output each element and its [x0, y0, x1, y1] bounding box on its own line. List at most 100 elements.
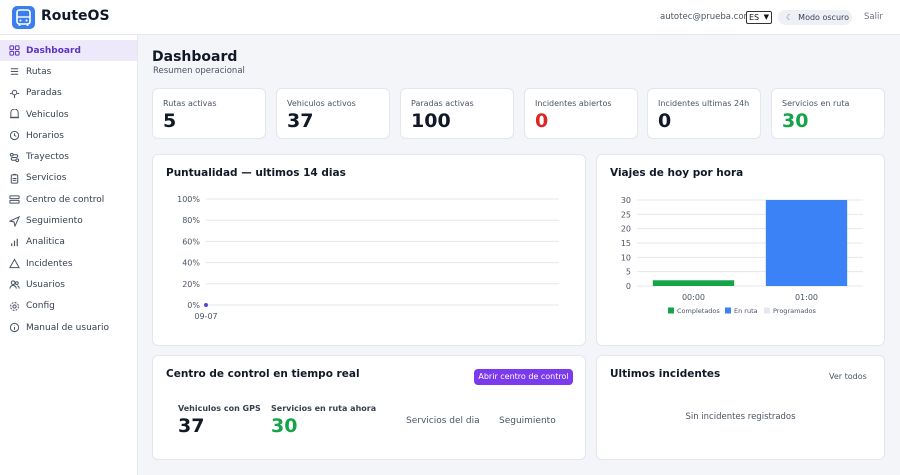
- services-now-label: Servicios en ruta ahora: [271, 404, 377, 413]
- stat-label: Servicios en ruta: [782, 99, 850, 108]
- legend-label: En ruta: [734, 307, 758, 315]
- y-tick-label: 60%: [182, 237, 200, 246]
- sidebar-item-label: Rutas: [26, 66, 52, 77]
- sidebar-item-incidentes[interactable]: Incidentes: [0, 253, 137, 274]
- stat-card-vehiculos-activos: Vehiculos activos 37: [276, 88, 390, 139]
- sidebar-item-label: Paradas: [26, 88, 62, 99]
- tracking-link[interactable]: Seguimiento: [499, 416, 556, 426]
- sidebar-item-analitica[interactable]: Analitica: [0, 232, 137, 253]
- x-tick-label: 01:00: [795, 293, 818, 302]
- sidebar-item-label: Servicios: [26, 173, 67, 184]
- legend-swatch: [668, 307, 674, 314]
- legend-swatch: [725, 307, 731, 314]
- alert-triangle-icon: [9, 258, 20, 269]
- incidents-title: Ultimos incidentes: [610, 368, 721, 380]
- sidebar-item-vehiculos[interactable]: Vehiculos: [0, 104, 137, 125]
- sidebar-item-rutas[interactable]: Rutas: [0, 61, 137, 82]
- sidebar-item-label: Dashboard: [26, 45, 81, 56]
- sidebar-item-label: Config: [26, 301, 55, 312]
- bus-logo-icon[interactable]: [12, 6, 35, 29]
- moon-icon: ☾: [786, 13, 794, 22]
- clipboard-icon: [9, 173, 20, 184]
- grid-icon: [9, 45, 20, 56]
- y-tick-label: 10: [621, 253, 631, 262]
- clock-icon: [9, 130, 20, 141]
- y-tick-label: 15: [621, 239, 631, 248]
- language-select[interactable]: ES ▼: [746, 11, 772, 24]
- vehicles-gps-value: 37: [178, 415, 205, 437]
- logout-button[interactable]: Salir: [864, 12, 883, 22]
- stat-label: Paradas activas: [411, 99, 474, 108]
- incidents-empty-message: Sin incidentes registrados: [685, 412, 796, 422]
- punctuality-panel: Puntualidad — ultimos 14 dias 0% 20% 40% 60…: [152, 154, 586, 346]
- services-of-day-link[interactable]: Servicios del dia: [406, 416, 480, 426]
- sidebar-item-manual-de-usuario[interactable]: Manual de usuario: [0, 317, 137, 338]
- users-icon: [9, 279, 20, 290]
- sidebar-item-label: Seguimiento: [26, 216, 83, 227]
- vehicles-gps-label: Vehiculos con GPS: [178, 404, 261, 413]
- bus-icon: [9, 109, 20, 120]
- sidebar-item-trayectos[interactable]: Trayectos: [0, 146, 137, 167]
- navigation-icon: [9, 215, 20, 227]
- page-subtitle: Resumen operacional: [153, 66, 245, 76]
- stat-value: 37: [287, 110, 314, 132]
- x-tick-label: 00:00: [682, 293, 705, 302]
- map-pin-icon: [9, 88, 20, 99]
- y-tick-label: 100%: [177, 195, 200, 204]
- bar-chart-icon: [9, 237, 20, 248]
- stat-label: Incidentes ultimas 24h: [658, 99, 750, 108]
- sidebar-item-horarios[interactable]: Horarios: [0, 125, 137, 146]
- trips-panel: Viajes de hoy por hora 0 5 10 15 20 25 30 00:00…: [596, 154, 885, 346]
- monitor-icon: [9, 194, 20, 205]
- sidebar-item-label: Vehiculos: [26, 109, 69, 120]
- sidebar-item-config[interactable]: Config: [0, 296, 137, 317]
- legend-label: Completados: [677, 307, 720, 315]
- y-tick-label: 25: [621, 210, 631, 219]
- services-now-value: 30: [271, 415, 298, 437]
- legend-label: Programados: [773, 307, 817, 315]
- y-tick-label: 20%: [182, 280, 200, 289]
- language-value: ES: [749, 13, 760, 22]
- sidebar-item-usuarios[interactable]: Usuarios: [0, 274, 137, 295]
- sidebar: Dashboard Rutas Paradas Vehiculos Horari…: [0, 35, 138, 475]
- sidebar-item-paradas[interactable]: Paradas: [0, 83, 137, 104]
- dark-mode-toggle[interactable]: ☾ Modo oscuro: [778, 10, 852, 25]
- app-name[interactable]: RouteOS: [41, 8, 110, 24]
- sidebar-item-seguimiento[interactable]: Seguimiento: [0, 210, 137, 231]
- y-tick-label: 30: [621, 196, 631, 205]
- sidebar-item-servicios[interactable]: Servicios: [0, 168, 137, 189]
- sidebar-item-label: Manual de usuario: [26, 322, 109, 333]
- data-point: [204, 303, 208, 307]
- sidebar-item-label: Analitica: [26, 237, 65, 248]
- sidebar-item-centro-de-control[interactable]: Centro de control: [0, 189, 137, 210]
- sidebar-item-dashboard[interactable]: Dashboard: [0, 40, 137, 62]
- info-icon: [9, 322, 20, 333]
- see-all-link[interactable]: Ver todos: [829, 372, 867, 381]
- bar: [765, 200, 848, 286]
- sidebar-item-label: Trayectos: [26, 152, 69, 163]
- y-tick-label: 80%: [182, 216, 200, 225]
- stat-card-paradas-activas: Paradas activas 100: [400, 88, 514, 139]
- user-email: autotec@prueba.com: [660, 12, 752, 22]
- incidents-panel: Ultimos incidentes: [596, 355, 885, 460]
- stat-label: Vehiculos activos: [287, 99, 356, 108]
- open-control-center-button[interactable]: Abrir centro de control: [474, 369, 573, 385]
- control-center-title: Centro de control en tiempo real: [166, 368, 360, 380]
- stat-card-rutas-activas: Rutas activas 5: [152, 88, 266, 139]
- sidebar-item-label: Usuarios: [26, 279, 65, 290]
- dark-mode-label: Modo oscuro: [798, 13, 850, 22]
- gear-icon: [9, 301, 20, 312]
- top-bar: RouteOS autotec@prueba.com ES ▼ ☾ Modo os…: [0, 0, 900, 35]
- y-tick-label: 40%: [182, 259, 200, 268]
- legend-swatch: [764, 307, 770, 314]
- route-icon: [9, 66, 20, 77]
- sidebar-item-label: Horarios: [26, 130, 64, 141]
- stat-value: 5: [163, 110, 177, 132]
- trips-title: Viajes de hoy por hora: [610, 167, 744, 179]
- stat-value: 0: [658, 110, 672, 132]
- stat-value: 30: [782, 110, 809, 132]
- stat-card-incidentes-24h: Incidentes ultimas 24h 0: [647, 88, 761, 139]
- y-tick-label: 0: [626, 282, 631, 291]
- stat-card-servicios-en-ruta: Servicios en ruta 30: [771, 88, 885, 139]
- punctuality-chart: 0% 20% 40% 60% 80% 100% 09-07: [177, 195, 559, 321]
